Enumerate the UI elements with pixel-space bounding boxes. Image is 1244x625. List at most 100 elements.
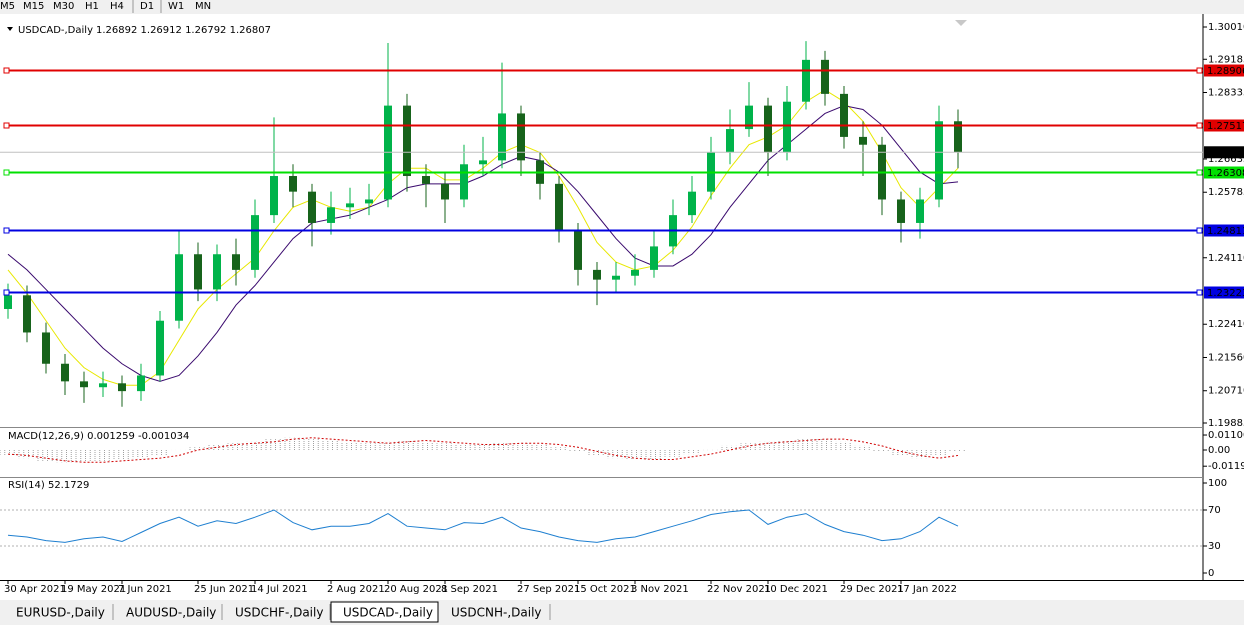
timeframe-button[interactable]: M30 [53, 1, 74, 12]
y-tick-label: 1.21560 [1208, 352, 1244, 363]
rsi-title: RSI(14) 52.1729 [8, 480, 89, 491]
candle-body [954, 121, 962, 153]
timeframe-button[interactable]: M15 [23, 1, 44, 12]
candle-body [783, 101, 791, 153]
candle-body [631, 269, 639, 276]
candle-body [840, 93, 848, 137]
x-tick-label: 10 Dec 2021 [764, 584, 828, 595]
last-price-label: 1.26807 [1207, 148, 1244, 159]
candle-body [574, 230, 582, 270]
candle-body [802, 59, 810, 102]
y-tick-label: 1.20710 [1208, 386, 1244, 397]
tab-background [439, 602, 550, 622]
candle-body [498, 113, 506, 161]
level-handle [1196, 122, 1203, 129]
chart-tab[interactable]: AUDUSD-,Daily [126, 606, 216, 620]
x-tick-label: 25 Jun 2021 [194, 584, 254, 595]
candle-body [745, 105, 753, 130]
x-tick-label: 17 Jan 2022 [897, 584, 957, 595]
x-tick-label: 27 Sep 2021 [517, 584, 580, 595]
y-tick-label: 30 [1208, 541, 1221, 552]
rsi-line [7, 509, 959, 543]
tab-background [330, 601, 439, 623]
timeframe-button[interactable]: H4 [110, 1, 124, 12]
candle-body [859, 136, 867, 145]
x-tick-label: 14 Jul 2021 [251, 584, 308, 595]
candle-body [479, 160, 487, 165]
x-tick-label: 8 Sep 2021 [441, 584, 498, 595]
y-tick-label: 0.011009 [1208, 430, 1244, 441]
symbol-menu-arrow [7, 27, 13, 31]
level-handle [1196, 289, 1203, 296]
tab-background [223, 602, 330, 622]
chart-tab[interactable]: USDCNH-,Daily [451, 606, 542, 620]
x-tick-label: 20 Aug 2021 [384, 584, 448, 595]
candle-body [555, 183, 563, 231]
candle-body [99, 383, 107, 388]
candle-body [916, 199, 924, 223]
level-label-bg [1204, 64, 1244, 77]
x-tick-label: 7 Jun 2021 [118, 584, 172, 595]
candle-body [80, 381, 88, 388]
y-tick-label: -0.01190 [1208, 461, 1244, 472]
candle-body [118, 383, 126, 392]
chart-tab[interactable]: USDCAD-,Daily [343, 606, 433, 620]
chart-tab[interactable]: USDCHF-,Daily [235, 606, 323, 620]
candle-body [194, 254, 202, 290]
y-tick-label: 1.22410 [1208, 319, 1244, 330]
level-label-bg [1204, 166, 1244, 179]
level-label-bg [1204, 119, 1244, 132]
timeframe-button[interactable]: MN [195, 1, 211, 12]
candle-body [688, 191, 696, 216]
level-handle [3, 289, 10, 296]
level-handle [1196, 227, 1203, 234]
candle-body [650, 246, 658, 270]
level-handle [3, 169, 10, 176]
chart-tab[interactable]: EURUSD-,Daily [16, 606, 105, 620]
timeframe-button[interactable]: D1 [140, 1, 154, 12]
candle-body [23, 295, 31, 333]
candle-body [346, 203, 354, 208]
macd-title: MACD(12,26,9) 0.001259 -0.001034 [8, 431, 189, 442]
shift-marker [955, 20, 967, 26]
timeframe-button[interactable]: W1 [168, 1, 184, 12]
candle-body [308, 191, 316, 223]
y-tick-label: 1.25785 [1208, 187, 1244, 198]
candle-body [270, 176, 278, 216]
candle-body [232, 254, 240, 270]
level-label: 1.27517 [1207, 121, 1244, 132]
x-tick-label: 2 Aug 2021 [327, 584, 385, 595]
level-handle [1196, 169, 1203, 176]
candle-body [821, 59, 829, 94]
candle-body [764, 105, 772, 153]
candle-body [460, 164, 468, 200]
y-tick-label: 1.19885 [1208, 418, 1244, 429]
candle-body [137, 375, 145, 392]
y-tick-label: 1.29185 [1208, 54, 1244, 65]
candle-body [156, 320, 164, 376]
candle-body [441, 183, 449, 200]
candle-body [897, 199, 905, 223]
timeframe-button[interactable]: H1 [85, 1, 99, 12]
x-tick-label: 15 Oct 2021 [574, 584, 636, 595]
candle-body [612, 275, 620, 280]
candle-body [289, 176, 297, 192]
timeframe-button[interactable]: M5 [0, 1, 15, 12]
candle-body [251, 215, 259, 270]
level-label: 1.23223 [1207, 288, 1244, 299]
level-handle [3, 122, 10, 129]
y-tick-label: 1.30010 [1208, 22, 1244, 33]
candle-body [327, 207, 335, 223]
candle-body [935, 121, 943, 200]
tab-background [114, 602, 222, 622]
candle-body [175, 254, 183, 321]
x-tick-label: 19 May 2021 [61, 584, 126, 595]
y-tick-label: 70 [1208, 505, 1221, 516]
x-tick-label: 22 Nov 2021 [707, 584, 771, 595]
y-tick-label: 100 [1208, 478, 1227, 489]
level-handle [3, 227, 10, 234]
candle-body [213, 254, 221, 290]
y-tick-label: 0.00 [1208, 445, 1230, 456]
